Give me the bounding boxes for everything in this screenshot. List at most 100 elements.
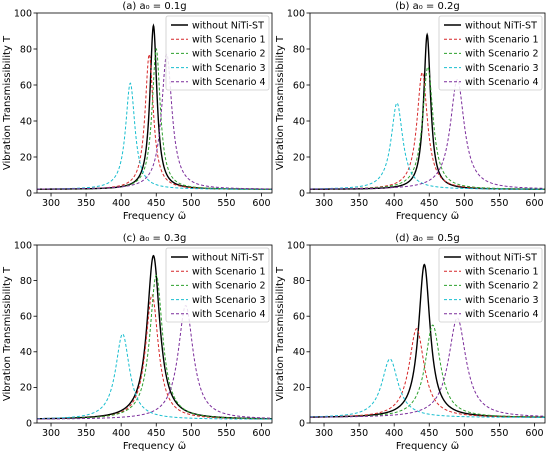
legend-entry-5: with Scenario 4 <box>465 77 539 88</box>
y-tick-label: 20 <box>293 383 305 394</box>
y-axis-label: Vibration Transmissibility T <box>2 35 13 170</box>
y-axis-label: Vibration Transmissibility T <box>275 266 286 401</box>
legend-entry-3: with Scenario 2 <box>465 49 539 60</box>
legend-frame <box>438 247 543 323</box>
legend-entry-1: without NiTi-ST <box>192 20 264 31</box>
plot-frame <box>36 244 273 424</box>
legend-entry-4: with Scenario 3 <box>465 295 539 306</box>
y-tick-label: 0 <box>26 188 32 199</box>
y-tick-label: 40 <box>20 116 32 127</box>
legend: without NiTi-ST with Scenario 1 with Scena… <box>438 15 543 91</box>
x-tick-label: 600 <box>252 428 270 439</box>
x-tick-label: 500 <box>182 198 200 209</box>
panel-title: (c) a₀ = 0.3g <box>123 233 187 244</box>
series-group <box>310 263 545 418</box>
chart-panel-3: (c) a₀ = 0.3g 300 350 400 450 500 550 600 0 20 40 6… <box>2 233 273 452</box>
x-tick-label: 300 <box>315 428 333 439</box>
x-tick-label: 450 <box>420 198 438 209</box>
legend-frame <box>165 15 270 91</box>
x-axis-label: Frequency ω̃ <box>123 210 186 222</box>
y-tick-label: 60 <box>20 312 32 323</box>
y-tick-label: 60 <box>20 80 32 91</box>
x-tick-label: 350 <box>350 198 368 209</box>
series-line-5 <box>37 304 272 420</box>
legend-entry-3: with Scenario 2 <box>192 281 266 292</box>
chart-panel-2: (b) a₀ = 0.2g 300 350 400 450 500 550 600 0 20 40 6… <box>275 1 546 222</box>
series-line-3 <box>37 274 272 420</box>
x-tick-label: 400 <box>112 428 130 439</box>
x-tick-label: 550 <box>490 198 508 209</box>
x-tick-label: 550 <box>217 428 235 439</box>
x-tick-label: 450 <box>420 428 438 439</box>
y-tick-label: 20 <box>20 383 32 394</box>
x-tick-label: 400 <box>385 428 403 439</box>
y-tick-label: 0 <box>26 418 32 429</box>
plot-frame <box>36 12 273 194</box>
series-line-4 <box>310 358 545 418</box>
y-tick-label: 0 <box>299 188 305 199</box>
x-tick-label: 300 <box>42 428 60 439</box>
legend-entry-2: with Scenario 1 <box>465 267 539 278</box>
x-tick-label: 500 <box>455 198 473 209</box>
legend-entry-5: with Scenario 4 <box>192 309 266 320</box>
legend-frame <box>165 247 270 323</box>
legend-entry-1: without NiTi-ST <box>192 252 264 263</box>
x-tick-label: 600 <box>525 198 543 209</box>
legend-frame <box>438 15 543 91</box>
y-tick-label: 100 <box>287 240 305 251</box>
x-tick-label: 350 <box>350 428 368 439</box>
series-line-4 <box>310 102 545 190</box>
series-line-3 <box>37 47 272 190</box>
x-tick-label: 550 <box>490 428 508 439</box>
x-tick-label: 600 <box>525 428 543 439</box>
x-tick-label: 300 <box>42 198 60 209</box>
y-axis-label: Vibration Transmissibility T <box>2 266 13 401</box>
legend-entry-2: with Scenario 1 <box>192 267 266 278</box>
x-axis-label: Frequency ω̃ <box>123 440 186 452</box>
series-line-5 <box>310 317 545 418</box>
y-tick-label: 40 <box>20 347 32 358</box>
chart-panel-4: (d) a₀ = 0.5g 300 350 400 450 500 550 600 0 20 40 6… <box>275 233 546 452</box>
x-tick-label: 400 <box>112 198 130 209</box>
y-tick-label: 0 <box>299 418 305 429</box>
legend: without NiTi-ST with Scenario 1 with Scena… <box>438 247 543 323</box>
panel-title: (d) a₀ = 0.5g <box>395 233 459 244</box>
x-tick-label: 600 <box>252 198 270 209</box>
y-tick-label: 100 <box>287 8 305 19</box>
x-tick-label: 500 <box>455 428 473 439</box>
x-tick-label: 350 <box>77 428 95 439</box>
y-tick-label: 20 <box>293 152 305 163</box>
legend-entry-4: with Scenario 3 <box>465 63 539 74</box>
legend: without NiTi-ST with Scenario 1 with Scena… <box>165 15 270 91</box>
x-tick-label: 350 <box>77 198 95 209</box>
legend-entry-2: with Scenario 1 <box>192 35 266 46</box>
panel-title: (a) a₀ = 0.1g <box>122 1 186 12</box>
x-tick-label: 500 <box>182 428 200 439</box>
series-line-2 <box>310 71 545 190</box>
y-axis-label: Vibration Transmissibility T <box>275 35 286 170</box>
y-tick-label: 60 <box>293 312 305 323</box>
legend-entry-2: with Scenario 1 <box>465 35 539 46</box>
series-line-5 <box>310 79 545 190</box>
legend-entry-4: with Scenario 3 <box>192 295 266 306</box>
x-tick-label: 450 <box>147 198 165 209</box>
x-tick-label: 300 <box>315 198 333 209</box>
y-tick-label: 80 <box>20 44 32 55</box>
legend-entry-1: without NiTi-ST <box>465 252 537 263</box>
y-tick-label: 40 <box>293 116 305 127</box>
series-group <box>37 23 272 190</box>
series-group <box>37 254 272 420</box>
y-tick-label: 40 <box>293 347 305 358</box>
y-tick-label: 100 <box>14 8 32 19</box>
y-tick-label: 80 <box>20 276 32 287</box>
y-tick-label: 80 <box>293 276 305 287</box>
y-tick-label: 60 <box>293 80 305 91</box>
y-tick-label: 20 <box>20 152 32 163</box>
x-axis-label: Frequency ω̃ <box>396 210 459 222</box>
chart-panel-1: (a) a₀ = 0.1g 300 350 400 450 500 550 600 0 20 40 6… <box>2 1 273 222</box>
x-tick-label: 400 <box>385 198 403 209</box>
x-tick-label: 450 <box>147 428 165 439</box>
series-line-5 <box>37 53 272 190</box>
series-line-2 <box>37 53 272 190</box>
